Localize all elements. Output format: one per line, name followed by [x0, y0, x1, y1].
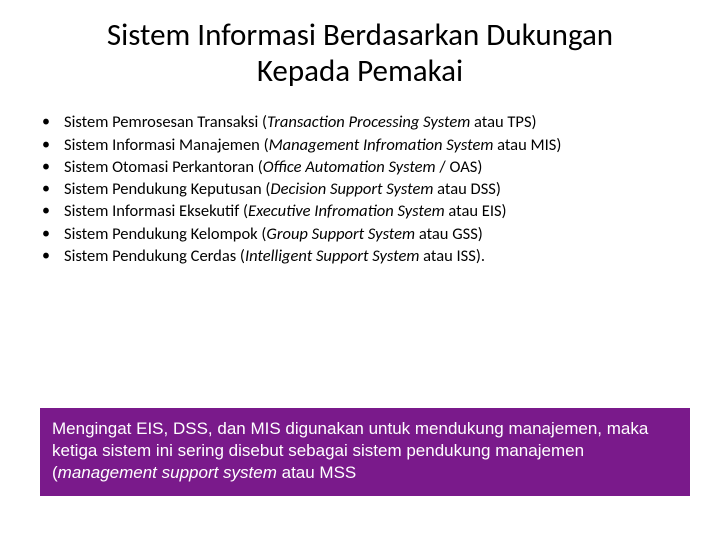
- bullet-text-plain: atau DSS): [433, 179, 500, 199]
- note-text-italic: management support system: [58, 463, 277, 482]
- highlight-note: Mengingat EIS, DSS, dan MIS digunakan un…: [40, 408, 690, 496]
- bullet-text-italic: Intelligent Support System: [245, 246, 419, 266]
- note-text-plain: atau MSS: [277, 463, 356, 482]
- bullet-text-italic: Management Infromation System: [269, 135, 494, 155]
- bullet-text-plain: Sistem Pemrosesan Transaksi (: [64, 112, 267, 132]
- list-item: Sistem Informasi Eksekutif (Executive In…: [38, 200, 690, 222]
- bullet-text-plain: Sistem Informasi Manajemen (: [64, 135, 269, 155]
- bullet-list: Sistem Pemrosesan Transaksi (Transaction…: [30, 111, 690, 267]
- bullet-text-italic: Office Automation System: [263, 157, 436, 177]
- bullet-text-plain: Sistem Pendukung Keputusan (: [64, 179, 270, 199]
- title-line-1: Sistem Informasi Berdasarkan Dukungan: [107, 16, 613, 54]
- bullet-text-plain: atau GSS): [415, 224, 483, 244]
- title-line-2: Kepada Pemakai: [257, 52, 463, 90]
- bullet-text-plain: atau TPS): [470, 112, 536, 132]
- list-item: Sistem Pemrosesan Transaksi (Transaction…: [38, 111, 690, 133]
- list-item: Sistem Pendukung Cerdas (Intelligent Sup…: [38, 245, 690, 267]
- list-item: Sistem Otomasi Perkantoran (Office Autom…: [38, 156, 690, 178]
- list-item: Sistem Pendukung Keputusan (Decision Sup…: [38, 178, 690, 200]
- slide-title: Sistem Informasi Berdasarkan Dukungan Ke…: [30, 18, 690, 89]
- bullet-text-plain: atau ISS).: [419, 246, 485, 266]
- list-item: Sistem Informasi Manajemen (Management I…: [38, 134, 690, 156]
- bullet-text-plain: Sistem Pendukung Cerdas (: [64, 246, 245, 266]
- bullet-text-plain: / OAS): [436, 157, 483, 177]
- bullet-text-plain: Sistem Otomasi Perkantoran (: [64, 157, 263, 177]
- bullet-text-italic: Group Support System: [266, 224, 415, 244]
- slide: Sistem Informasi Berdasarkan Dukungan Ke…: [0, 0, 720, 540]
- bullet-text-plain: Sistem Pendukung Kelompok (: [64, 224, 266, 244]
- bullet-text-italic: Decision Support System: [270, 179, 433, 199]
- bullet-text-italic: Executive Infromation System: [248, 201, 445, 221]
- bullet-text-italic: Transaction Processing System: [267, 112, 470, 132]
- bullet-text-plain: Sistem Informasi Eksekutif (: [64, 201, 248, 221]
- bullet-text-plain: atau EIS): [445, 201, 507, 221]
- list-item: Sistem Pendukung Kelompok (Group Support…: [38, 223, 690, 245]
- bullet-text-plain: atau MIS): [493, 135, 561, 155]
